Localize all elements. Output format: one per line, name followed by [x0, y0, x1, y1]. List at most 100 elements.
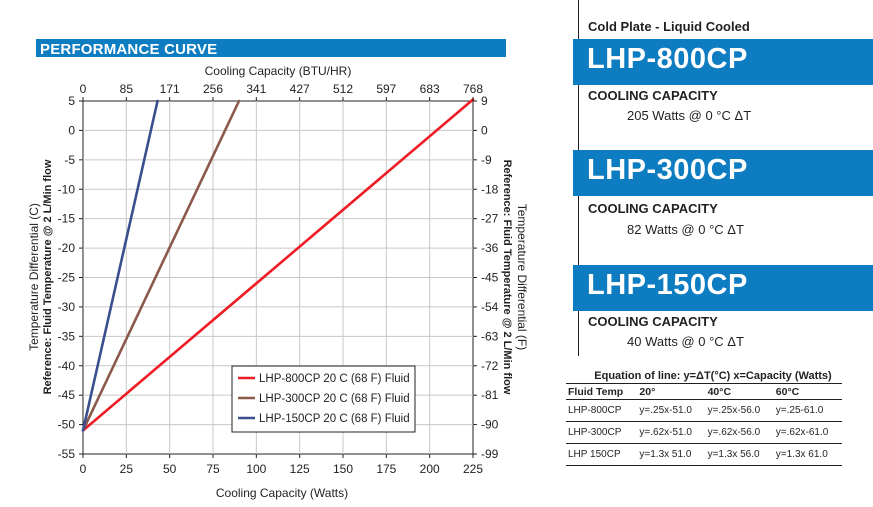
y-left-tick-label: -5: [64, 153, 75, 167]
y-left-tick-label: -20: [58, 241, 76, 255]
legend: LHP-800CP 20 C (68 F) Fluid LHP-300CP 20…: [231, 365, 416, 433]
x-tick-label: 125: [290, 462, 310, 476]
x-top-tick-label: 683: [420, 82, 440, 96]
equation-table: Equation of line: y=ΔT(°C) x=Capacity (W…: [566, 369, 842, 466]
table-cell: LHP 150CP: [566, 443, 638, 466]
y-left-tick-label: -15: [58, 212, 76, 226]
y-left-axis-ticks: 5 0 -5 -10 -15 -20 -25 -30 -35 -40 -45 -50 -55: [58, 94, 83, 461]
table-cell: LHP-300CP: [566, 421, 638, 444]
y-right-tick-label: -36: [481, 241, 499, 255]
series-line-lhp-300cp: [81, 99, 241, 432]
x-tick-label: 150: [333, 462, 353, 476]
product-category-label: Cold Plate - Liquid Cooled: [588, 19, 750, 34]
table-row: LHP-800CP y=.25x-51.0 y=.25x-56.0 y=.25-…: [566, 399, 842, 422]
y-left-tick-label: 0: [68, 123, 75, 137]
cooling-capacity-label-lhp-300cp: COOLING CAPACITY: [588, 201, 718, 216]
table-header-cell: 20°: [637, 383, 706, 400]
y-left-tick-label: -40: [58, 359, 76, 373]
product-name-lhp-300cp: LHP-300CP: [587, 154, 748, 186]
legend-label-lhp-150cp: LHP-150CP 20 C (68 F) Fluid: [259, 413, 410, 425]
section-header-bar: [36, 39, 506, 57]
y-right-axis-label: Temperature Differential (F): [515, 204, 529, 351]
series-line-lhp-150cp: [81, 99, 159, 432]
x-top-tick-label: 171: [160, 82, 180, 96]
product-name-lhp-800cp: LHP-800CP: [587, 43, 748, 75]
y-right-tick-label: -18: [481, 182, 499, 196]
legend-label-lhp-300cp: LHP-300CP 20 C (68 F) Fluid: [259, 393, 410, 405]
y-left-axis-reference: Reference: Fluid Temperature @ 2 L/Min f…: [42, 159, 54, 394]
legend-label-lhp-800cp: LHP-800CP 20 C (68 F) Fluid: [259, 373, 410, 385]
x-tick-label: 50: [163, 462, 177, 476]
table-cell: y=1.3x 51.0: [637, 443, 706, 466]
table-cell: y=.62x-51.0: [637, 421, 706, 444]
section-title: PERFORMANCE CURVE: [40, 41, 218, 58]
product-name-lhp-150cp: LHP-150CP: [587, 269, 748, 301]
table-row: LHP 150CP y=1.3x 51.0 y=1.3x 56.0 y=1.3x…: [566, 443, 842, 466]
y-left-tick-label: -45: [58, 388, 76, 402]
series-lines: [81, 98, 475, 432]
product-band-lhp-300cp: LHP-300CP: [573, 150, 873, 196]
series-line-lhp-800cp: [81, 98, 475, 432]
cooling-capacity-value-lhp-300cp: 82 Watts @ 0 °C ΔT: [627, 222, 744, 237]
cooling-capacity-label-lhp-150cp: COOLING CAPACITY: [588, 314, 718, 329]
x-top-tick-label: 256: [203, 82, 223, 96]
y-right-tick-label: -45: [481, 271, 499, 285]
y-right-tick-label: 0: [481, 123, 488, 137]
y-left-tick-label: -10: [58, 182, 76, 196]
x-axis-label: Cooling Capacity (Watts): [216, 486, 348, 500]
x-top-tick-label: 427: [290, 82, 310, 96]
x-top-tick-label: 597: [376, 82, 396, 96]
x-top-tick-label: 85: [120, 82, 134, 96]
y-left-tick-label: -25: [58, 271, 76, 285]
performance-chart: 0 25 50 75 100 125 150 175 200 225 0 85 171 256 341 42…: [27, 64, 529, 500]
x-tick-label: 100: [246, 462, 266, 476]
x-top-axis-label: Cooling Capacity (BTU/HR): [205, 64, 352, 78]
y-left-tick-label: -50: [58, 418, 76, 432]
y-right-tick-label: -54: [481, 300, 499, 314]
y-right-tick-label: -9: [481, 153, 492, 167]
table-cell: LHP-800CP: [566, 399, 638, 422]
x-tick-label: 0: [80, 462, 87, 476]
x-axis-ticks: 0 25 50 75 100 125 150 175 200 225: [80, 454, 483, 476]
table-row: LHP-300CP y=.62x-51.0 y=.62x-56.0 y=.62x…: [566, 421, 842, 444]
cooling-capacity-label-lhp-800cp: COOLING CAPACITY: [588, 88, 718, 103]
y-right-tick-label: -99: [481, 447, 499, 461]
x-top-tick-label: 512: [333, 82, 353, 96]
y-right-tick-label: 9: [481, 94, 488, 108]
table-cell: y=.25x-51.0: [637, 399, 706, 422]
x-tick-label: 75: [206, 462, 220, 476]
equation-table-caption: Equation of line: y=ΔT(°C) x=Capacity (W…: [566, 369, 842, 384]
x-top-tick-label: 0: [80, 82, 87, 96]
y-right-axis-ticks: 9 0 -9 -18 -27 -36 -45 -54 -63 -72 -81 -90 -99: [473, 94, 499, 461]
table-header-cell: 40°C: [705, 383, 774, 400]
x-tick-label: 225: [463, 462, 483, 476]
table-cell: y=.25-61.0: [773, 399, 842, 422]
y-left-tick-label: 5: [68, 94, 75, 108]
y-left-tick-label: -55: [58, 447, 76, 461]
y-left-tick-label: -30: [58, 300, 76, 314]
y-right-axis-reference: Reference: Fluid Temperature @ 2 L/Min f…: [501, 160, 513, 395]
product-band-lhp-150cp: LHP-150CP: [573, 265, 873, 311]
x-tick-label: 200: [420, 462, 440, 476]
y-left-tick-label: -35: [58, 329, 76, 343]
x-top-tick-label: 768: [463, 82, 483, 96]
y-right-tick-label: -90: [481, 418, 499, 432]
x-tick-label: 25: [120, 462, 134, 476]
table-cell: y=.62x-61.0: [773, 421, 842, 444]
legend-box: [231, 365, 416, 433]
equation-table-header: Fluid Temp 20° 40°C 60°C: [566, 383, 842, 400]
table-cell: y=.62x-56.0: [705, 421, 774, 444]
y-right-tick-label: -27: [481, 212, 499, 226]
cooling-capacity-value-lhp-150cp: 40 Watts @ 0 °C ΔT: [627, 334, 744, 349]
cooling-capacity-value-lhp-800cp: 205 Watts @ 0 °C ΔT: [627, 108, 752, 123]
table-cell: y=1.3x 61.0: [773, 443, 842, 466]
y-right-tick-label: -81: [481, 388, 499, 402]
table-header-cell: 60°C: [773, 383, 842, 400]
table-cell: y=1.3x 56.0: [705, 443, 774, 466]
table-cell: y=.25x-56.0: [705, 399, 774, 422]
table-header-cell: Fluid Temp: [566, 383, 638, 400]
y-left-axis-label: Temperature Differential (C): [27, 203, 41, 351]
y-right-tick-label: -72: [481, 359, 499, 373]
x-top-tick-label: 341: [246, 82, 266, 96]
product-band-lhp-800cp: LHP-800CP: [573, 39, 873, 85]
